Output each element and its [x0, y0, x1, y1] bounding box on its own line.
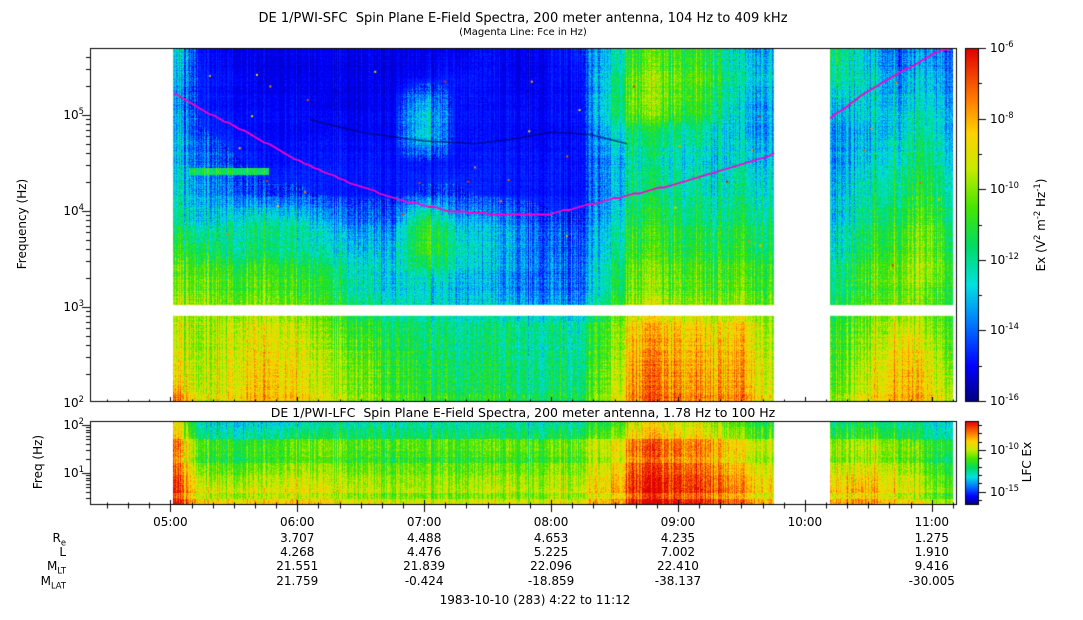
sfc-colorbar-tick-label: 10-10: [990, 180, 1019, 197]
ephemeris-value-re: 1.275: [914, 531, 949, 545]
sfc-y-tick-label: 104: [63, 202, 84, 218]
ephemeris-value-re: 3.707: [280, 531, 315, 545]
ephemeris-value-mlt: 22.410: [656, 559, 699, 573]
ephemeris-value-l: 5.225: [533, 545, 569, 559]
sfc-colorbar-tick-label: 10-6: [990, 39, 1014, 55]
x-tick-label: 05:00: [153, 515, 188, 529]
time-range-caption: 1983-10-10 (283) 4:22 to 11:12: [439, 593, 631, 607]
ephemeris-value-mlat: -18.859: [527, 574, 575, 588]
ephemeris-row-label-re: Re: [52, 531, 67, 548]
ephemeris-value-mlat: -0.424: [404, 574, 444, 588]
ephemeris-value-mlt: 22.096: [530, 559, 573, 573]
ephemeris-value-re: 4.235: [660, 531, 696, 545]
ephemeris-value-re: 4.653: [533, 531, 569, 545]
sfc-colorbar-label: Ex (V2 m-2 Hz-1): [1032, 178, 1048, 272]
ephemeris-value-re: 4.488: [406, 531, 442, 545]
ephemeris-row-label-l: L: [59, 545, 66, 559]
lfc-colorbar-tick-label: 10-10: [990, 441, 1019, 458]
sfc-y-tick-label: 103: [63, 298, 84, 314]
lfc-y-tick-label: 102: [63, 416, 84, 432]
sfc-title: DE 1/PWI-SFC Spin Plane E-Field Spectra,…: [258, 11, 788, 26]
ephemeris-value-l: 7.002: [660, 545, 696, 559]
x-tick-label: 06:00: [279, 515, 315, 529]
ephemeris-value-l: 4.476: [406, 545, 442, 559]
sfc-colorbar-tick-label: 10-16: [990, 392, 1019, 408]
ephemeris-value-l: 4.268: [280, 545, 315, 559]
sfc-subtitle: (Magenta Line: Fce in Hz): [459, 27, 587, 38]
x-tick-label: 08:00: [533, 515, 569, 529]
ephemeris-value-mlat: -38.137: [654, 574, 702, 588]
ephemeris-value-l: 1.910: [914, 545, 949, 559]
ephemeris-value-mlt: 9.416: [914, 559, 949, 573]
lfc-colorbar-label: LFC Ex: [1020, 441, 1034, 483]
sfc-y-tick-label: 105: [63, 106, 84, 122]
sfc-y-tick-label: 102: [63, 394, 84, 410]
ephemeris-value-mlat: -30.005: [908, 574, 955, 588]
sfc-colorbar-tick-label: 10-8: [990, 109, 1014, 126]
lfc-colorbar-tick-label: 10-15: [990, 482, 1019, 499]
x-tick-label: 07:00: [406, 515, 442, 529]
ephemeris-value-mlat: 21.759: [276, 574, 319, 588]
x-tick-label: 10:00: [787, 515, 823, 529]
ephemeris-row-label-mlt: MLT: [47, 559, 66, 576]
sfc-colorbar-tick-label: 10-14: [990, 321, 1019, 338]
lfc-title: DE 1/PWI-LFC Spin Plane E-Field Spectra,…: [270, 405, 776, 420]
x-tick-label: 09:00: [660, 515, 696, 529]
sfc-colorbar-tick-label: 10-12: [990, 250, 1019, 267]
ephemeris-value-mlt: 21.551: [276, 559, 319, 573]
ephemeris-value-mlt: 21.839: [403, 559, 446, 573]
lfc-y-tick-label: 101: [63, 464, 84, 480]
sfc-y-axis-label: Frequency (Hz): [15, 178, 29, 270]
ephemeris-row-label-mlat: MLAT: [40, 574, 66, 591]
x-tick-label: 11:00: [914, 515, 950, 529]
